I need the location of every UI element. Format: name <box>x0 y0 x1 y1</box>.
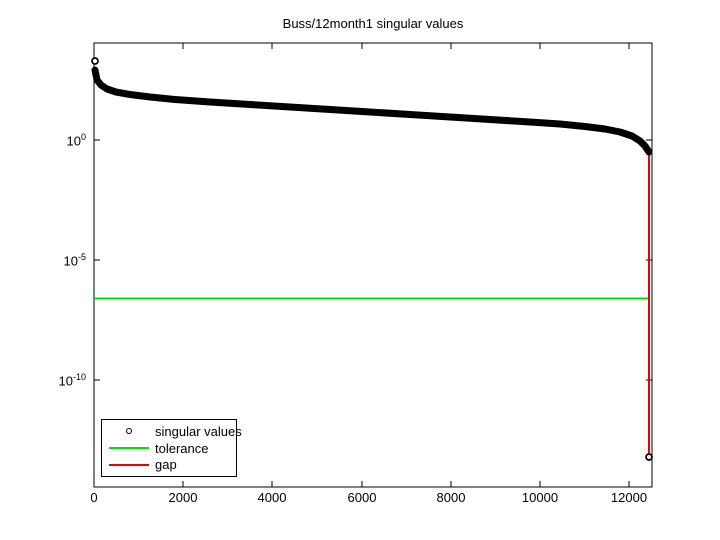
y-tick-base: 10 <box>58 373 73 389</box>
first-singular-value-marker <box>91 57 99 65</box>
x-ticks-bottom <box>93 481 630 487</box>
legend-item-gap: gap <box>102 456 236 473</box>
x-tick-label-8000: 8000 <box>436 490 466 505</box>
y-tick-base: 10 <box>66 133 81 149</box>
y-tick-exponent: 0 <box>80 132 86 142</box>
legend-swatch <box>109 428 149 435</box>
green-line-icon <box>109 447 149 449</box>
x-tick-label-10000: 10000 <box>521 490 559 505</box>
legend-swatch <box>109 463 149 466</box>
x-ticks-top <box>182 43 630 49</box>
y-tick-base: 10 <box>63 253 78 269</box>
legend-label: tolerance <box>155 440 209 456</box>
y-tick-exponent: -5 <box>77 252 86 262</box>
red-line-icon <box>109 463 149 466</box>
x-tick-label-6000: 6000 <box>347 490 377 505</box>
axes-box <box>93 42 653 488</box>
last-singular-value-marker <box>645 453 653 461</box>
x-tick-label-0: 0 <box>90 490 98 505</box>
legend-item-tolerance: tolerance <box>102 440 236 457</box>
plot-title: Buss/12month1 singular values <box>282 16 464 31</box>
y-tick-exponent: -10 <box>72 372 86 382</box>
x-tick-label-4000: 4000 <box>257 490 287 505</box>
y-tick-label-1e0: 100 <box>26 128 86 149</box>
legend-label: singular values <box>155 423 242 439</box>
singular-values-curve <box>91 66 653 156</box>
y-tick-label-1e-10: 10-10 <box>26 368 86 389</box>
open-circle-marker-icon <box>126 428 132 435</box>
x-tick-label-12000: 12000 <box>610 490 648 505</box>
legend-box: singular values tolerance gap <box>101 419 242 477</box>
y-tick-label-1e-5: 10-5 <box>26 248 86 269</box>
legend-label: gap <box>155 457 177 473</box>
legend-swatch <box>109 447 149 449</box>
y-ticks-left <box>94 139 100 381</box>
x-tick-label-2000: 2000 <box>168 490 198 505</box>
legend-item-singular-values: singular values <box>102 423 242 440</box>
